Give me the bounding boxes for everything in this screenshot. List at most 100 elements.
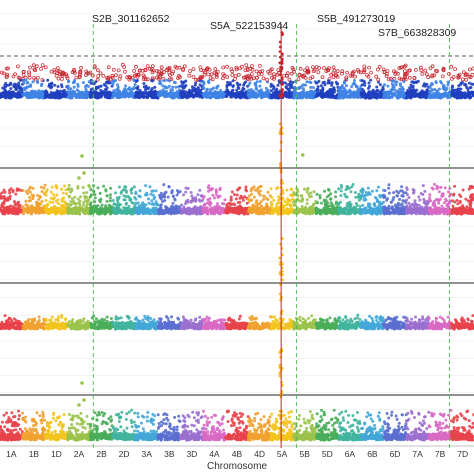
snp-point [258, 189, 262, 193]
snp-point [297, 94, 301, 98]
snp-point [351, 183, 355, 186]
snp-point [356, 95, 360, 99]
snp-point [210, 77, 215, 82]
snp-point [9, 87, 13, 91]
snp-point [302, 89, 306, 93]
snp-point [306, 211, 310, 215]
snp-point [327, 79, 331, 83]
snp-point [174, 91, 178, 95]
snp-point [147, 86, 151, 90]
snp-point [303, 187, 306, 191]
snp-point [2, 71, 6, 76]
snp-point [378, 210, 382, 214]
snp-point [302, 94, 306, 98]
snp-point [243, 91, 247, 95]
snp-point [345, 70, 350, 75]
snp-point [173, 64, 178, 69]
snp-point [31, 209, 35, 213]
snp-point [125, 201, 129, 205]
snp-point [214, 96, 218, 100]
snp-point [130, 191, 134, 195]
snp-point [5, 72, 10, 77]
snp-point [31, 186, 35, 190]
snp-point [68, 92, 72, 96]
snp-point [79, 195, 82, 199]
snp-point [239, 64, 244, 69]
snp-point [251, 206, 255, 210]
snp-point [368, 84, 371, 88]
snp-point [32, 67, 37, 72]
snp-point [225, 203, 229, 207]
snp-point [384, 74, 389, 78]
snp-point [129, 91, 134, 95]
snp-point [240, 206, 244, 210]
snp-point [121, 62, 125, 67]
snp-point [164, 190, 168, 194]
snp-point [384, 206, 388, 210]
snp-point [252, 94, 256, 98]
snp-point [306, 186, 310, 190]
snp-point [298, 66, 303, 71]
snp-point [225, 85, 229, 89]
snp-point [58, 69, 62, 74]
snp-point [337, 187, 341, 191]
snp-point [374, 74, 379, 79]
snp-point [410, 91, 414, 95]
snp-point [329, 197, 332, 201]
snp-point [269, 200, 273, 204]
snp-point [430, 93, 434, 97]
snp-point [81, 203, 85, 207]
snp-point [266, 190, 270, 194]
snp-point [205, 92, 209, 96]
snp-point [300, 205, 304, 208]
snp-point [342, 95, 346, 99]
snp-point [309, 195, 313, 198]
snp-point [174, 85, 178, 89]
snp-point [207, 95, 211, 99]
snp-point [337, 202, 341, 205]
snp-point [193, 83, 197, 87]
snp-point [353, 83, 357, 87]
snp-point [244, 185, 248, 189]
snp-point [218, 207, 222, 211]
snp-point [14, 203, 18, 207]
snp-point [33, 206, 37, 211]
snp-point [221, 65, 226, 70]
snp-point [22, 81, 26, 85]
snp-point [273, 90, 277, 94]
snp-point [89, 78, 93, 82]
snp-point [401, 194, 405, 198]
snp-point [79, 66, 83, 70]
snp-point [269, 89, 273, 93]
snp-point [186, 186, 190, 190]
snp-point [326, 204, 330, 208]
snp-point [125, 75, 130, 80]
snp-point [291, 80, 295, 84]
snp-point [72, 85, 76, 89]
snp-point [329, 192, 333, 196]
snp-point [56, 210, 60, 215]
snp-point [250, 192, 254, 196]
snp-point [285, 188, 289, 192]
snp-point [171, 85, 175, 89]
snp-point [51, 201, 55, 204]
snp-point [48, 210, 53, 214]
snp-point [91, 92, 95, 96]
snp-point [380, 202, 384, 206]
snp-point [362, 91, 366, 95]
snp-point [150, 70, 155, 75]
snp-point [34, 210, 38, 214]
snp-point [40, 190, 44, 194]
snp-point [426, 75, 431, 80]
snp-point [311, 86, 315, 89]
snp-point [164, 206, 168, 210]
snp-point [214, 188, 218, 192]
snp-point [170, 190, 174, 194]
snp-point [163, 94, 167, 98]
snp-point [132, 185, 136, 189]
snp-point [284, 85, 288, 89]
snp-point [16, 75, 21, 80]
snp-point [316, 85, 320, 89]
snp-point [401, 204, 404, 208]
snp-point [407, 75, 412, 80]
